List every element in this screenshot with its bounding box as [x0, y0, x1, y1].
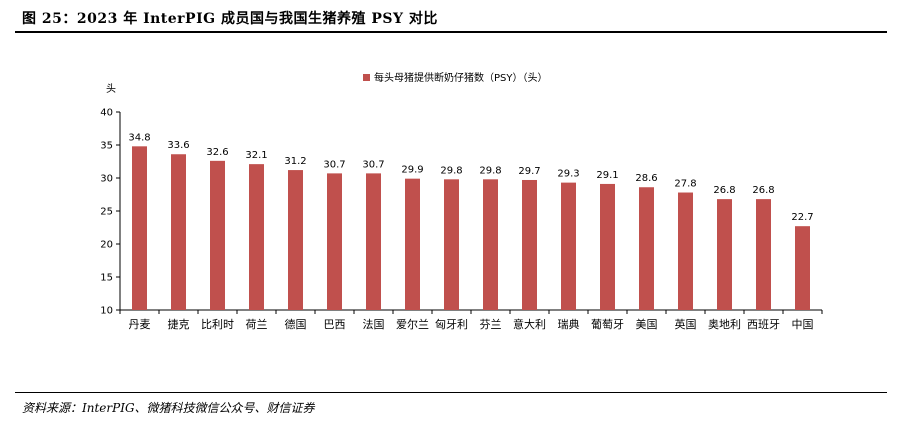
y-tick-label: 30	[100, 174, 113, 185]
category-label: 葡萄牙	[591, 318, 624, 331]
data-label: 28.6	[635, 173, 657, 184]
bar	[717, 199, 732, 310]
bar	[756, 199, 771, 310]
bar	[561, 182, 576, 310]
legend: 每头母猪提供断奶仔猪数（PSY）（头）	[363, 71, 548, 84]
category-label: 荷兰	[246, 318, 268, 331]
data-label: 32.6	[206, 147, 228, 158]
data-label: 29.8	[479, 165, 501, 176]
category-label: 法国	[363, 317, 385, 331]
bar	[288, 170, 303, 310]
category-label: 爱尔兰	[396, 318, 429, 331]
category-label: 英国	[675, 317, 697, 331]
data-label: 26.8	[713, 185, 735, 196]
bar	[366, 173, 381, 310]
data-label: 33.6	[167, 140, 189, 151]
data-label: 31.2	[284, 156, 306, 167]
data-label: 32.1	[245, 150, 267, 161]
data-label: 27.8	[674, 179, 696, 190]
category-label: 中国	[792, 318, 814, 331]
y-tick-label: 10	[100, 306, 113, 317]
legend-label: 每头母猪提供断奶仔猪数（PSY）（头）	[374, 71, 548, 84]
y-tick-label: 40	[100, 108, 113, 119]
category-label: 捷克	[168, 317, 190, 331]
data-label: 30.7	[362, 159, 384, 170]
category-label: 芬兰	[480, 318, 502, 331]
source-note: 资料来源：InterPIG、微猪科技微信公众号、财信证券	[22, 401, 315, 415]
bar	[795, 226, 810, 310]
bar	[171, 154, 186, 310]
bar	[483, 179, 498, 310]
data-label: 29.1	[596, 170, 618, 181]
category-label: 意大利	[513, 317, 546, 331]
bar	[678, 192, 693, 310]
data-label: 30.7	[323, 159, 345, 170]
data-label: 29.3	[557, 169, 579, 180]
bar	[249, 164, 264, 310]
y-tick-label: 25	[100, 207, 113, 218]
source-rule	[15, 392, 887, 393]
axes: 10 15 20 25 30 35 40	[100, 108, 823, 317]
category-label: 德国	[285, 317, 307, 331]
bar	[639, 187, 654, 310]
category-label: 匈牙利	[435, 317, 468, 331]
y-tick-label: 20	[100, 240, 113, 251]
category-labels: 丹麦 捷克 比利时 荷兰 德国 巴西 法国 爱尔兰 匈牙利 芬兰 意大利 瑞典 葡萄牙 美国 英国 奥地利 西班…	[129, 317, 814, 331]
data-label: 29.8	[440, 165, 462, 176]
legend-swatch	[363, 74, 370, 81]
bar	[600, 183, 615, 310]
category-label: 奥地利	[708, 317, 741, 331]
data-label: 29.7	[518, 166, 540, 177]
bars	[132, 146, 810, 310]
bar	[444, 179, 459, 310]
figure-title: 图 25：2023 年 InterPIG 成员国与我国生猪养殖 PSY 对比	[22, 11, 438, 27]
title-rule	[15, 31, 887, 33]
bar	[405, 178, 420, 310]
y-axis-label: 头	[106, 83, 116, 95]
y-tick-label: 35	[100, 141, 113, 152]
bar	[522, 179, 537, 310]
category-label: 巴西	[324, 318, 346, 331]
data-labels: 34.8 33.6 32.6 32.1 31.2 30.7 30.7 29.9 29.8 29.8…	[128, 132, 813, 223]
data-label: 26.8	[752, 185, 774, 196]
category-label: 美国	[636, 318, 658, 331]
category-label: 丹麦	[129, 318, 151, 331]
category-label: 瑞典	[558, 317, 580, 331]
data-label: 22.7	[791, 212, 813, 223]
category-label: 比利时	[201, 318, 234, 331]
bar	[132, 146, 147, 310]
data-label: 34.8	[128, 132, 150, 143]
y-tick-label: 15	[100, 273, 113, 284]
category-label: 西班牙	[747, 318, 780, 331]
data-label: 29.9	[401, 165, 423, 176]
bar	[210, 160, 225, 310]
bar	[327, 173, 342, 310]
